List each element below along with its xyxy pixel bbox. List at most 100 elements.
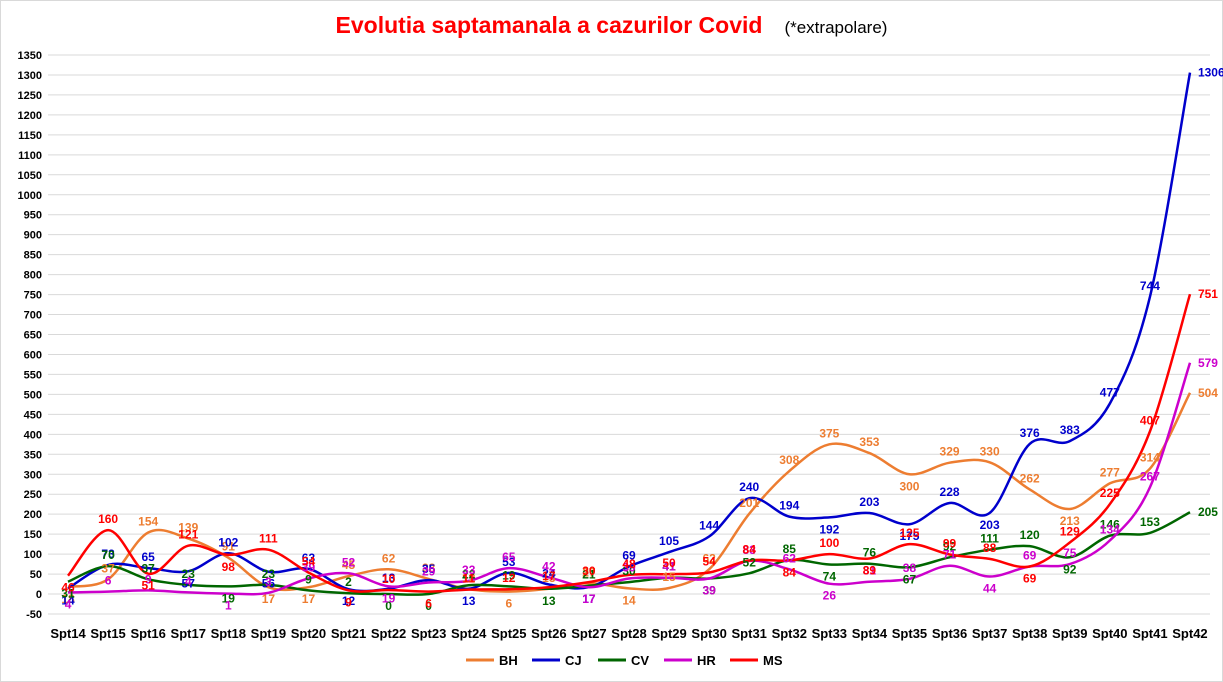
series-line-cv [67,511,1191,596]
y-tick-label: 500 [24,389,42,401]
x-tick-label: Spt23 [411,626,446,641]
data-label-bh: 62 [702,551,716,565]
y-tick-label: -50 [26,609,42,621]
y-tick-label: 0 [36,589,42,601]
data-label-ms: 46 [61,581,75,595]
data-label-bh: 201 [739,496,759,510]
data-label-ms: 129 [1060,525,1080,539]
series-line-cj [67,72,1192,593]
data-label-cj: 144 [699,519,719,533]
y-tick-label: 650 [24,330,42,342]
x-tick-label: Spt34 [852,626,888,641]
data-label-cj: 203 [859,495,879,509]
x-tick-label: Spt29 [651,626,686,641]
y-tick-label: 800 [24,270,42,282]
data-label-cv: 9 [305,572,312,586]
data-label-ms: 88 [983,541,997,555]
data-label-cj: 477 [1100,386,1120,400]
x-tick-label: Spt17 [171,626,206,641]
x-tick-label: Spt22 [371,626,406,641]
data-label-bh: 154 [138,515,158,529]
data-label-cj: 192 [819,522,839,536]
y-tick-label: 400 [24,429,42,441]
x-tick-label: Spt28 [611,626,646,641]
x-tick-label: Spt37 [972,626,1007,641]
y-tick-label: 950 [24,210,42,222]
data-label-ms: 30 [582,564,596,578]
data-label-cv: 22 [462,567,476,581]
y-tick-label: 300 [24,469,42,481]
data-label-bh: 17 [302,592,316,606]
data-label-bh: 37 [101,561,115,575]
data-label-hr: 31 [863,564,877,578]
data-label-bh: 300 [899,479,919,493]
data-label-cv: 111 [980,532,999,546]
data-label-cv: 37 [141,561,155,575]
data-label-bh: 314 [1140,451,1160,465]
data-label-hr: 65 [502,550,516,564]
x-tick-label: Spt40 [1092,626,1127,641]
data-label-hr: 83 [743,543,757,557]
data-label-cj: 14 [61,593,75,607]
data-label-hr: 29 [422,564,436,578]
data-label-bh: 62 [382,551,396,565]
y-tick-label: 1100 [18,150,42,162]
x-tick-label: Spt26 [531,626,566,641]
legend-label-bh: BH [499,653,518,668]
x-tick-label: Spt38 [1012,626,1047,641]
legend-label-cv: CV [631,653,649,668]
x-axis-ticks: Spt14 Spt15 Spt16 Spt17 Spt18 Spt19 Spt20 Spt21… [50,626,1207,641]
x-tick-label: Spt15 [90,626,125,641]
y-tick-label: 200 [24,509,42,521]
data-label-bh: 12 [462,571,476,585]
data-label-cj: 194 [779,499,799,513]
data-label-cj: 13 [462,594,476,608]
data-label-ms: 50 [662,556,676,570]
data-label-bh: 329 [940,445,960,459]
data-label-cv: 85 [783,542,797,556]
y-tick-label: 1150 [18,130,42,142]
data-label-cv: 74 [823,569,837,583]
x-tick-label: Spt42 [1172,626,1207,641]
data-label-ms: 160 [98,512,118,526]
data-label-cv: 39 [702,583,716,597]
data-label-bh: 262 [1020,471,1040,485]
y-tick-label: 50 [30,569,42,581]
x-tick-label: Spt14 [50,626,86,641]
y-tick-label: 450 [24,409,42,421]
x-tick-label: Spt31 [732,626,767,641]
data-label-cv: 205 [1198,505,1218,519]
data-label-ms: 10 [382,572,396,586]
y-tick-label: 250 [24,489,42,501]
data-label-hr: 62 [783,551,797,565]
x-tick-label: Spt19 [251,626,286,641]
data-label-bh: 18 [61,592,75,606]
data-label-hr: 134 [1100,523,1120,537]
data-label-cv: 120 [1020,528,1040,542]
data-label-cv: 30 [622,564,636,578]
data-label-cv: 21 [582,568,596,582]
data-label-cj: 65 [141,550,155,564]
data-label-hr: 39 [702,583,716,597]
data-label-cj: 744 [1140,279,1160,293]
data-label-bh: 15 [662,570,676,584]
data-label-ms: 751 [1198,287,1218,301]
chart-title-block: Evolutia saptamanala a cazurilor Covid (*… [0,12,1223,39]
data-label-bh: 277 [1100,465,1120,479]
data-label-bh: 45 [342,558,356,572]
data-label-ms: 407 [1140,414,1160,428]
data-label-bh: 353 [859,435,879,449]
series-lines [67,72,1192,596]
x-tick-label: Spt36 [932,626,967,641]
data-label-bh: 213 [1060,514,1080,528]
data-label-cv: 0 [385,599,392,613]
legend-label-cj: CJ [565,653,582,668]
x-tick-label: Spt24 [451,626,487,641]
data-label-ms: 84 [783,565,797,579]
data-label-cv: 0 [425,599,432,613]
x-tick-label: Spt33 [812,626,847,641]
data-label-hr: 75 [1063,546,1077,560]
data-label-cj: 105 [659,534,679,548]
data-label-ms: 84 [743,542,757,556]
data-label-cv: 76 [863,546,877,560]
